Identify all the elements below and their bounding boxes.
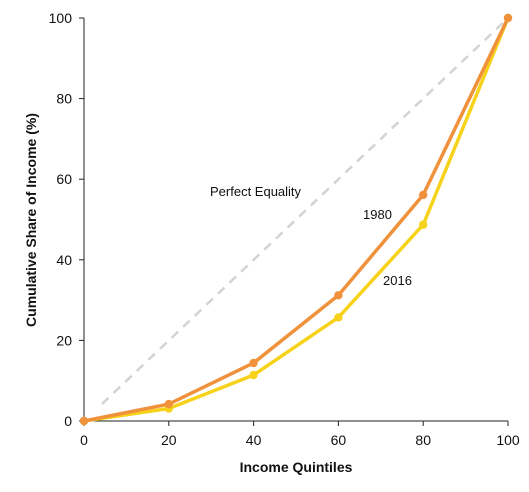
data-point-2016: [334, 313, 343, 322]
y-tick-label: 80: [56, 91, 72, 107]
y-tick-label: 60: [56, 171, 72, 187]
y-tick-label: 100: [49, 10, 73, 26]
data-point-1980: [503, 13, 513, 23]
series-label-2016: 2016: [383, 273, 412, 288]
data-point-2016: [249, 370, 258, 380]
x-tick-label: 0: [80, 432, 88, 448]
series-label-1980: 1980: [363, 207, 392, 222]
x-tick-label: 40: [246, 432, 262, 448]
x-tick-label: 100: [496, 432, 520, 448]
series-line-1980: [82, 16, 510, 423]
series-layer: [79, 13, 513, 426]
y-ticks: 0 20 40 60 80 100: [49, 10, 84, 429]
axes: [83, 18, 508, 422]
y-tick-label: 40: [56, 252, 72, 268]
x-tick-label: 20: [161, 432, 177, 448]
data-point-1980: [79, 416, 89, 426]
x-tick-label: 60: [331, 432, 347, 448]
perfect-equality-label: Perfect Equality: [210, 184, 302, 199]
x-tick-label: 80: [415, 432, 431, 448]
y-tick-label: 20: [56, 332, 72, 348]
y-axis-title: Cumulative Share of Income (%): [23, 113, 39, 327]
data-point-1980: [164, 399, 173, 409]
y-tick-label: 0: [64, 413, 72, 429]
series-line-2016: [82, 16, 510, 423]
perfect-equality-line: [101, 17, 509, 405]
data-point-1980: [334, 291, 343, 300]
data-point-1980: [419, 190, 428, 200]
x-axis-title: Income Quintiles: [240, 459, 353, 475]
x-ticks: 0 20 40 60 80 100: [80, 421, 520, 448]
data-point-2016: [419, 220, 428, 229]
data-point-1980: [249, 358, 258, 368]
